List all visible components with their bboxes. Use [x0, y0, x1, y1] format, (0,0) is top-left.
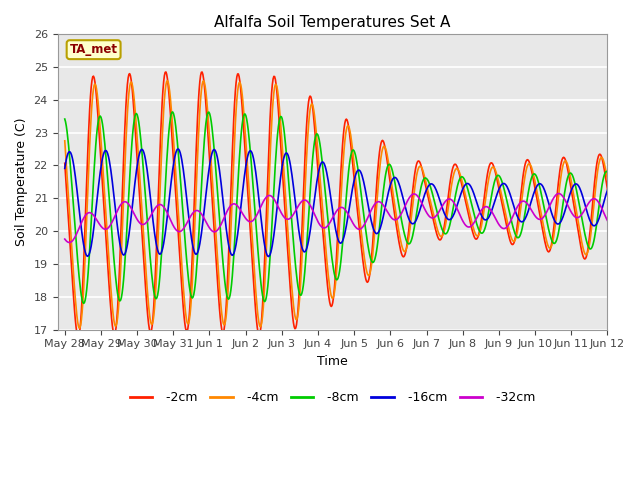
X-axis label: Time: Time [317, 355, 348, 368]
Text: TA_met: TA_met [70, 43, 118, 56]
Legend:  -2cm,  -4cm,  -8cm,  -16cm,  -32cm: -2cm, -4cm, -8cm, -16cm, -32cm [125, 386, 540, 409]
Title: Alfalfa Soil Temperatures Set A: Alfalfa Soil Temperatures Set A [214, 15, 451, 30]
Y-axis label: Soil Temperature (C): Soil Temperature (C) [15, 118, 28, 246]
